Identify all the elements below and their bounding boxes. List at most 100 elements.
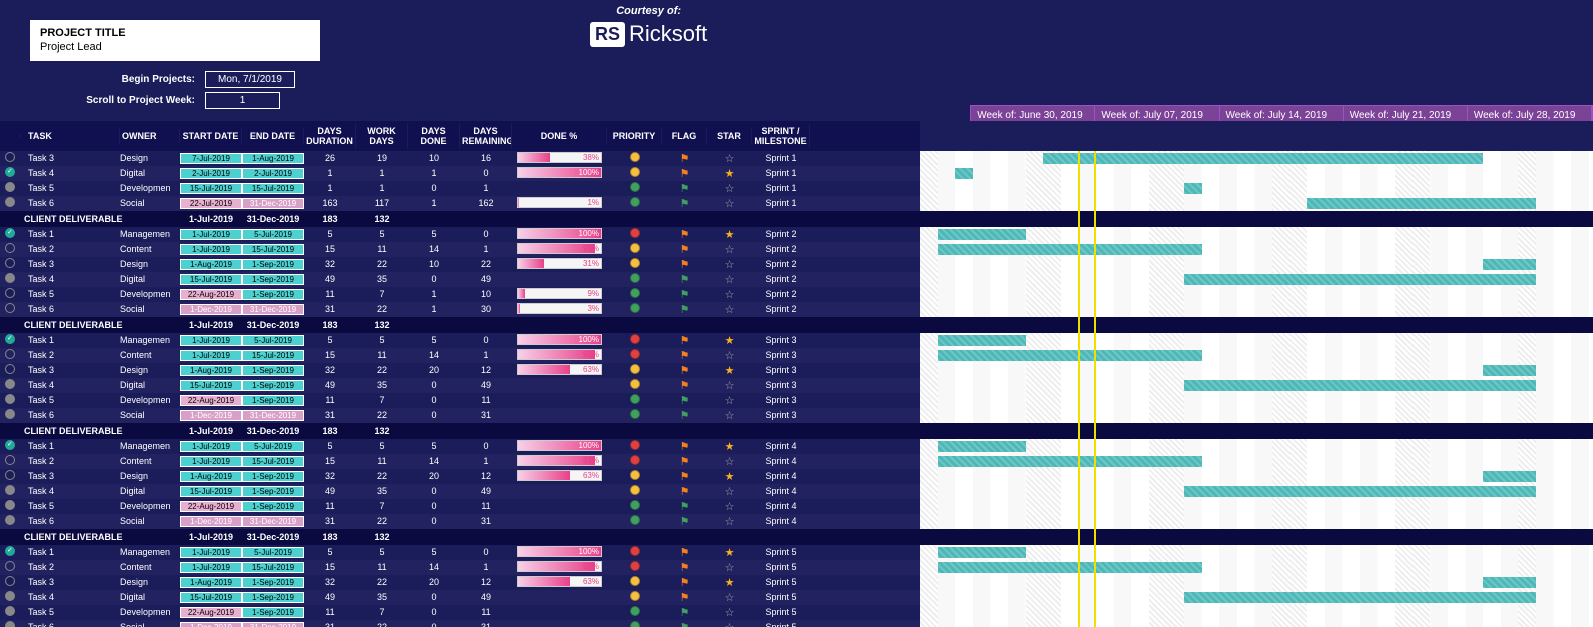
gantt-bar[interactable] — [1184, 183, 1202, 194]
task-row[interactable]: Task 6Social1-Dec-201931-Dec-20193122130… — [0, 302, 920, 317]
date-cell[interactable]: 1-Dec-2019 — [180, 622, 242, 627]
star-icon[interactable]: ☆ — [725, 244, 735, 256]
date-cell[interactable]: 1-Sep-2019 — [242, 289, 304, 300]
date-cell[interactable]: 1-Aug-2019 — [180, 365, 242, 376]
star-icon[interactable]: ☆ — [725, 350, 735, 362]
flag-icon[interactable]: ⚑ — [680, 471, 690, 483]
task-row[interactable]: Task 3Design1-Aug-20191-Sep-201932222012… — [0, 469, 920, 484]
scroll-value[interactable]: 1 — [205, 92, 280, 109]
priority-dot[interactable] — [630, 364, 640, 374]
gantt-bar[interactable] — [938, 244, 1202, 255]
task-row[interactable]: Task 3Design1-Aug-20191-Sep-201932222012… — [0, 363, 920, 378]
status-icon[interactable] — [5, 394, 15, 404]
status-icon[interactable] — [5, 152, 15, 162]
gantt-bar[interactable] — [955, 168, 973, 179]
star-icon[interactable]: ☆ — [725, 607, 735, 619]
gantt-area[interactable] — [920, 121, 1593, 627]
gantt-bar[interactable] — [1184, 274, 1536, 285]
status-icon[interactable] — [5, 258, 15, 268]
flag-icon[interactable]: ⚑ — [680, 259, 690, 271]
task-row[interactable]: Task 4Digital2-Jul-20192-Jul-20191110100… — [0, 166, 920, 181]
flag-icon[interactable]: ⚑ — [680, 153, 690, 165]
flag-icon[interactable]: ⚑ — [680, 380, 690, 392]
star-icon[interactable]: ☆ — [725, 516, 735, 528]
date-cell[interactable]: 2-Jul-2019 — [242, 168, 304, 179]
date-cell[interactable]: 1-Jul-2019 — [180, 229, 242, 240]
flag-icon[interactable]: ⚑ — [680, 410, 690, 422]
priority-dot[interactable] — [630, 167, 640, 177]
star-icon[interactable]: ★ — [725, 471, 735, 483]
flag-icon[interactable]: ⚑ — [680, 198, 690, 210]
date-cell[interactable]: 15-Jul-2019 — [180, 183, 242, 194]
col-end[interactable]: END DATE — [242, 129, 304, 143]
date-cell[interactable]: 7-Jul-2019 — [180, 153, 242, 164]
task-row[interactable]: Task 4Digital15-Jul-20191-Sep-2019493504… — [0, 590, 920, 605]
status-icon[interactable] — [5, 334, 15, 344]
date-cell[interactable]: 31-Dec-2019 — [242, 516, 304, 527]
flag-icon[interactable]: ⚑ — [680, 365, 690, 377]
task-row[interactable]: Task 4Digital15-Jul-20191-Sep-2019493504… — [0, 484, 920, 499]
date-cell[interactable]: 1-Sep-2019 — [242, 471, 304, 482]
date-cell[interactable]: 31-Dec-2019 — [242, 410, 304, 421]
status-icon[interactable] — [5, 561, 15, 571]
star-icon[interactable]: ☆ — [725, 410, 735, 422]
star-icon[interactable]: ☆ — [725, 259, 735, 271]
priority-dot[interactable] — [630, 334, 640, 344]
star-icon[interactable]: ☆ — [725, 380, 735, 392]
flag-icon[interactable]: ⚑ — [680, 562, 690, 574]
date-cell[interactable]: 15-Jul-2019 — [242, 350, 304, 361]
flag-icon[interactable]: ⚑ — [680, 274, 690, 286]
date-cell[interactable]: 1-Sep-2019 — [242, 274, 304, 285]
gantt-bar[interactable] — [1483, 365, 1536, 376]
star-icon[interactable]: ★ — [725, 229, 735, 241]
date-cell[interactable]: 31-Dec-2019 — [242, 622, 304, 627]
priority-dot[interactable] — [630, 440, 640, 450]
priority-dot[interactable] — [630, 470, 640, 480]
priority-dot[interactable] — [630, 591, 640, 601]
date-cell[interactable]: 1-Sep-2019 — [242, 486, 304, 497]
star-icon[interactable]: ★ — [725, 547, 735, 559]
date-cell[interactable]: 15-Jul-2019 — [180, 486, 242, 497]
date-cell[interactable]: 1-Jul-2019 — [180, 350, 242, 361]
date-cell[interactable]: 5-Jul-2019 — [242, 547, 304, 558]
star-icon[interactable]: ★ — [725, 441, 735, 453]
date-cell[interactable]: 15-Jul-2019 — [180, 274, 242, 285]
date-cell[interactable]: 15-Jul-2019 — [242, 562, 304, 573]
star-icon[interactable]: ☆ — [725, 289, 735, 301]
gantt-bar[interactable] — [1184, 486, 1536, 497]
date-cell[interactable]: 1-Aug-2019 — [180, 259, 242, 270]
flag-icon[interactable]: ⚑ — [680, 501, 690, 513]
task-row[interactable]: Task 6Social1-Dec-201931-Dec-20193122031… — [0, 408, 920, 423]
flag-icon[interactable]: ⚑ — [680, 229, 690, 241]
date-cell[interactable]: 22-Aug-2019 — [180, 607, 242, 618]
gantt-bar[interactable] — [938, 456, 1202, 467]
priority-dot[interactable] — [630, 561, 640, 571]
col-sprint[interactable]: SPRINT / MILESTONE — [752, 124, 810, 148]
task-row[interactable]: Task 1Managemen1-Jul-20195-Jul-201955501… — [0, 333, 920, 348]
gantt-bar[interactable] — [938, 335, 1026, 346]
star-icon[interactable]: ☆ — [725, 304, 735, 316]
date-cell[interactable]: 22-Jul-2019 — [180, 198, 242, 209]
date-cell[interactable]: 5-Jul-2019 — [242, 229, 304, 240]
priority-dot[interactable] — [630, 546, 640, 556]
flag-icon[interactable]: ⚑ — [680, 577, 690, 589]
flag-icon[interactable]: ⚑ — [680, 456, 690, 468]
gantt-bar[interactable] — [938, 441, 1026, 452]
flag-icon[interactable]: ⚑ — [680, 486, 690, 498]
flag-icon[interactable]: ⚑ — [680, 547, 690, 559]
col-remaining[interactable]: DAYS REMAINING — [460, 124, 512, 148]
task-row[interactable]: Task 5Developmen22-Aug-20191-Sep-2019117… — [0, 287, 920, 302]
gantt-bar[interactable] — [1483, 471, 1536, 482]
status-icon[interactable] — [5, 379, 15, 389]
status-icon[interactable] — [5, 228, 15, 238]
star-icon[interactable]: ☆ — [725, 456, 735, 468]
gantt-bar[interactable] — [1043, 153, 1483, 164]
status-icon[interactable] — [5, 440, 15, 450]
gantt-bar[interactable] — [938, 229, 1026, 240]
star-icon[interactable]: ☆ — [725, 395, 735, 407]
star-icon[interactable]: ☆ — [725, 592, 735, 604]
status-icon[interactable] — [5, 273, 15, 283]
date-cell[interactable]: 15-Jul-2019 — [242, 244, 304, 255]
date-cell[interactable]: 1-Jul-2019 — [180, 441, 242, 452]
col-donepct[interactable]: DONE % — [512, 129, 607, 143]
